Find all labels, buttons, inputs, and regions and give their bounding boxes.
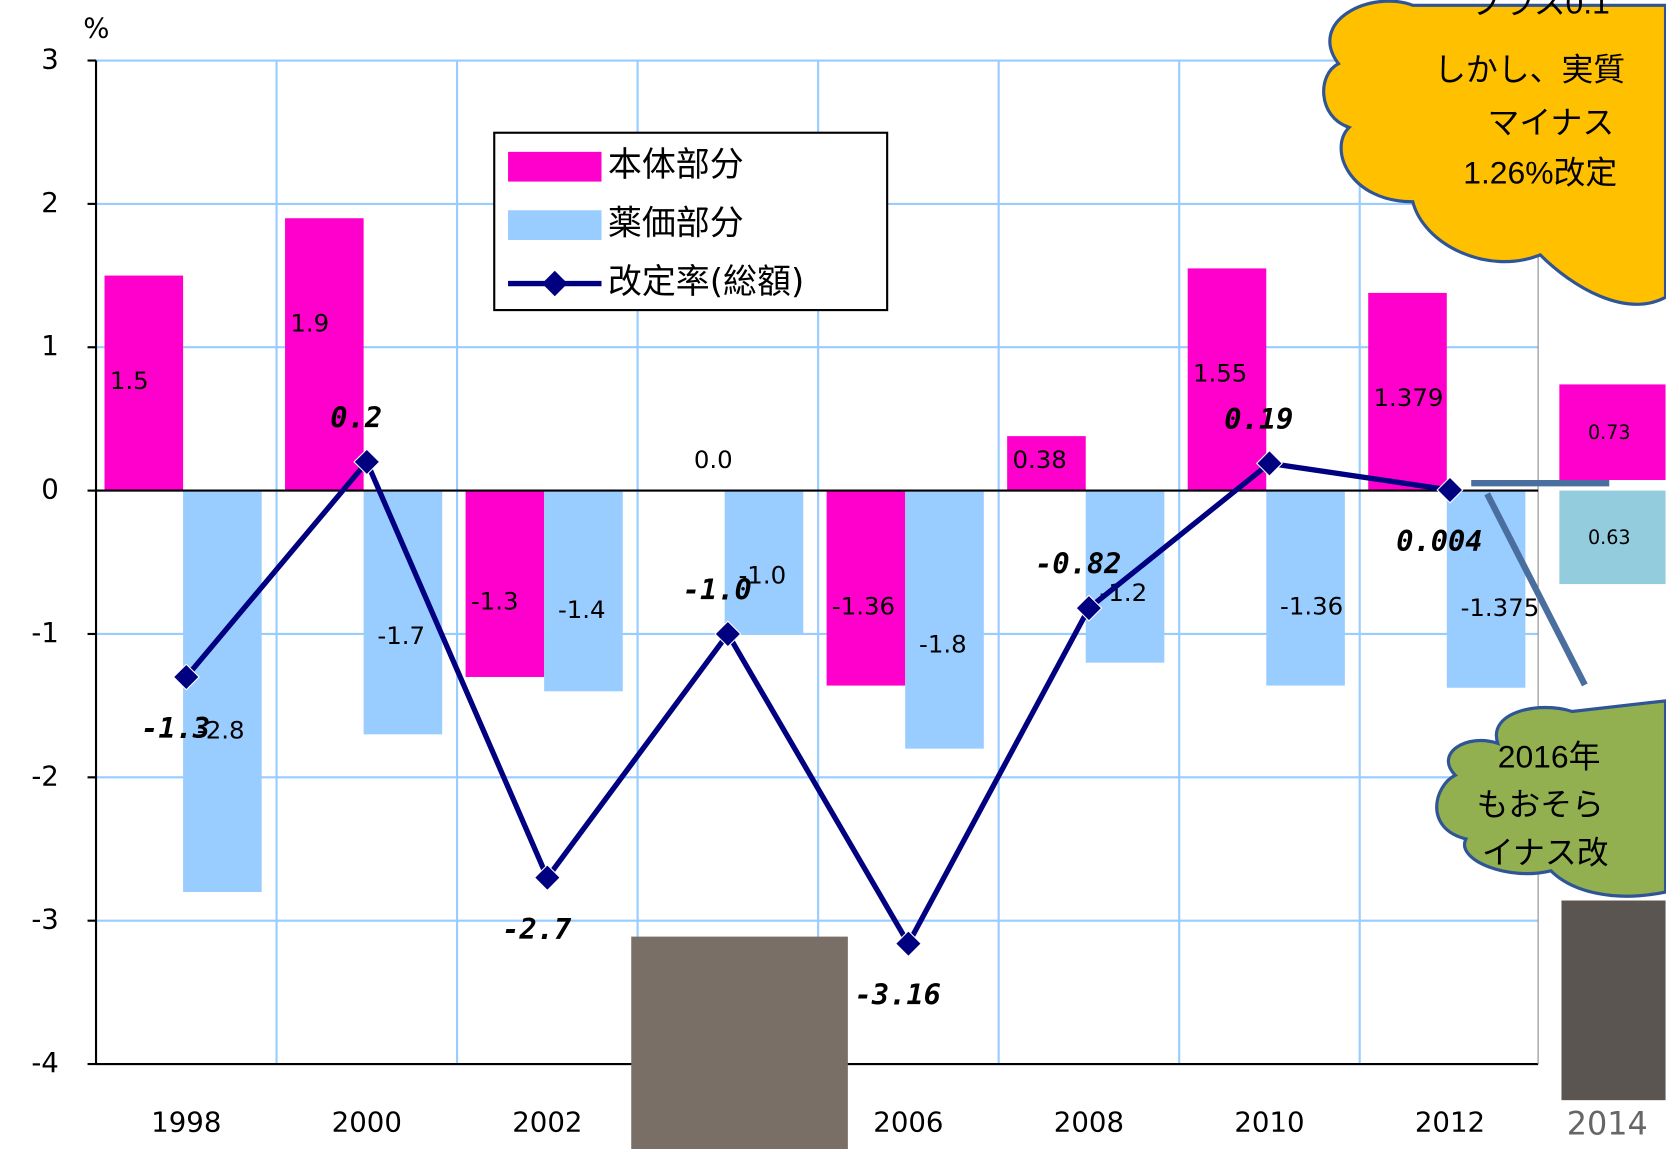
bar — [1368, 292, 1447, 491]
legend-swatch — [542, 270, 568, 297]
y-tick-label: -4 — [31, 1046, 59, 1079]
inset-year: 2014 — [1567, 1105, 1648, 1143]
callout-text: マイナス — [1487, 105, 1614, 141]
legend-label: 薬価部分 — [608, 204, 744, 244]
legend-label: 改定率(総額) — [608, 262, 804, 302]
bar — [1446, 490, 1526, 688]
callout-text: もおそら — [1477, 786, 1604, 822]
line-value-label: -2.7 — [502, 912, 572, 946]
inset-label: 0.63 — [1588, 526, 1631, 549]
value-label: -1.36 — [832, 592, 895, 621]
y-tick-label: 1 — [41, 329, 59, 362]
line-value-label: -1.3 — [141, 711, 210, 745]
inset-label: 0.73 — [1588, 421, 1631, 444]
y-tick-label: 3 — [41, 43, 59, 76]
callout-text: イナス改 — [1482, 834, 1609, 870]
bar — [1266, 490, 1345, 686]
line — [184, 456, 1451, 950]
callout-text: しかし、実質 — [1434, 52, 1625, 88]
value-label: -1.375 — [1461, 593, 1540, 622]
y-tick-label: 0 — [41, 473, 59, 506]
bar — [1007, 436, 1086, 491]
bar — [183, 490, 262, 893]
y-tick-label: -3 — [31, 903, 59, 936]
bar — [285, 218, 364, 491]
value-label: -1.8 — [919, 629, 967, 658]
photo — [1561, 900, 1666, 1101]
value-label: 1.5 — [110, 366, 149, 395]
y-tick-label: -1 — [31, 616, 59, 649]
x-tick-label: 2012 — [1415, 1106, 1485, 1139]
value-label: -2.8 — [197, 715, 245, 744]
bar — [826, 490, 906, 686]
bar — [465, 490, 545, 677]
line-value-label: -3.16 — [855, 978, 941, 1012]
callout-text: 1.26%改定 — [1463, 155, 1617, 191]
marker — [1075, 594, 1103, 622]
line-value-label: -0.82 — [1035, 547, 1121, 581]
x-tick-label: 2000 — [332, 1106, 402, 1139]
marker — [172, 663, 200, 691]
callout-text: プラス0.1 — [1471, 0, 1610, 21]
line-value-label: 0.004 — [1396, 524, 1482, 558]
value-label: -1.36 — [1280, 592, 1343, 621]
line-value-label: -1.0 — [683, 572, 752, 606]
line-value-label: 0.2 — [330, 400, 382, 434]
callout-text: 2016年 — [1498, 739, 1601, 775]
photo — [631, 936, 848, 1149]
bar — [724, 490, 804, 634]
marker — [1255, 449, 1283, 477]
value-label: -1.0 — [738, 561, 786, 590]
bar — [1187, 268, 1267, 491]
line-value-label: 0.19 — [1224, 402, 1293, 436]
x-tick-label: 2002 — [512, 1106, 582, 1139]
inset-box — [1559, 384, 1666, 480]
value-label: 1.55 — [1193, 359, 1247, 388]
y-tick-label: 2 — [41, 186, 59, 219]
y-axis-label: % — [83, 12, 109, 45]
y-tick-label: -2 — [31, 759, 59, 792]
bar — [104, 275, 184, 491]
inset-box — [1559, 490, 1666, 585]
value-label: 0.0 — [694, 445, 733, 474]
bar — [905, 490, 984, 749]
marker — [353, 448, 381, 476]
legend-swatch — [508, 151, 602, 182]
bar — [544, 490, 623, 692]
value-label: -1.4 — [558, 595, 606, 624]
value-label: -1.7 — [377, 621, 425, 650]
arrow — [1484, 492, 1588, 687]
bar — [363, 490, 443, 735]
marker — [714, 620, 742, 648]
value-label: -1.3 — [471, 586, 519, 615]
marker — [1436, 476, 1464, 504]
legend-label: 本体部分 — [608, 145, 744, 185]
x-tick-label: 1998 — [151, 1106, 221, 1139]
x-tick-label: 2008 — [1054, 1106, 1124, 1139]
marker — [894, 930, 922, 958]
value-label: 0.38 — [1012, 445, 1066, 474]
legend-swatch — [508, 210, 602, 240]
marker — [533, 864, 561, 892]
x-tick-label: 2006 — [873, 1106, 943, 1139]
callout-cloud — [1322, 0, 1666, 306]
value-label: 1.9 — [290, 308, 329, 337]
x-tick-label: 2010 — [1234, 1106, 1304, 1139]
callout-cloud — [1435, 699, 1666, 898]
value-label: 1.379 — [1374, 383, 1444, 412]
